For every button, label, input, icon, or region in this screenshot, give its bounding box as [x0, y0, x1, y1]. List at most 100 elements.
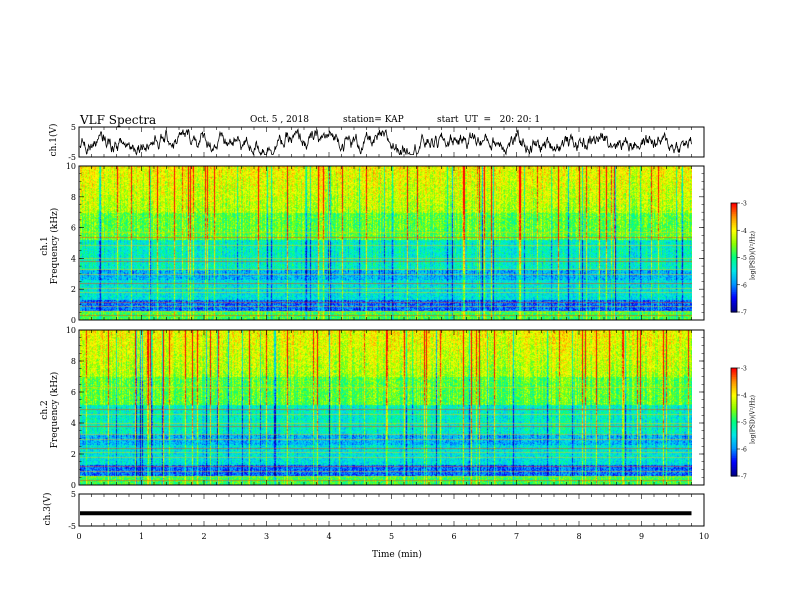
cb1-segment	[731, 279, 737, 282]
cb2-segment	[731, 384, 737, 387]
cb2-segment	[731, 461, 737, 464]
cb1-tick-label: -3	[741, 201, 747, 208]
cb1-segment	[731, 304, 737, 308]
cb1-segment	[731, 226, 737, 230]
ch3-ylabel: ch.3(V)	[43, 492, 53, 526]
cb2-segment	[731, 400, 737, 403]
cb1-segment	[731, 297, 737, 300]
cb1-segment	[731, 237, 737, 240]
cb1-segment	[731, 239, 737, 242]
cb2-segment	[731, 441, 737, 445]
cb1-segment	[731, 310, 737, 313]
cb1-segment	[731, 308, 737, 311]
cb2-segment	[731, 472, 737, 475]
date-label: Oct. 5 , 2018	[250, 115, 309, 125]
y-tick-label: 4	[71, 254, 76, 263]
cb2-segment	[731, 418, 737, 421]
cb2-segment	[731, 371, 737, 374]
cb1-segment	[731, 228, 737, 231]
cb2-tick-label: -4	[741, 393, 747, 400]
cb1-segment	[731, 259, 737, 262]
cb2-segment	[731, 423, 737, 427]
cb1-segment	[731, 257, 737, 260]
cb1-segment	[731, 281, 737, 284]
cb1-segment	[731, 222, 737, 226]
cb1-segment	[731, 206, 737, 210]
x-tick-label: 8	[576, 532, 581, 541]
cb1-segment	[731, 255, 737, 259]
cb2-segment	[731, 432, 737, 436]
cb1-segment	[731, 203, 737, 206]
cb2-segment	[731, 449, 737, 452]
cb2-tick-label: -7	[741, 474, 747, 481]
cb1-segment	[731, 284, 737, 288]
cb2-segment	[731, 456, 737, 459]
cb2-segment	[731, 465, 737, 468]
cb2-segment	[731, 414, 737, 418]
cb2-segment	[731, 393, 737, 396]
cb2-segment	[731, 425, 737, 428]
cb2-segment	[731, 396, 737, 400]
cb2-segment	[731, 404, 737, 407]
y-tick-label: -5	[68, 153, 76, 162]
cb2-segment	[731, 375, 737, 378]
cb1-segment	[731, 299, 737, 302]
cb1-segment	[731, 224, 737, 228]
y-tick-label: 10	[66, 162, 76, 171]
cb2-segment	[731, 436, 737, 439]
ch2-spectrogram	[80, 330, 692, 485]
cb2-segment	[731, 420, 737, 423]
cb1-segment	[731, 286, 737, 289]
cb1-segment	[731, 261, 737, 264]
cb2-segment	[731, 443, 737, 446]
cb2-segment	[731, 409, 737, 412]
cb1-segment	[731, 290, 737, 293]
cb2-segment	[731, 463, 737, 466]
y-tick-label: 6	[71, 388, 76, 397]
cb1-segment	[731, 248, 737, 251]
x-tick-label: 7	[514, 532, 519, 541]
cb2-tick-label: -6	[741, 447, 747, 454]
cb2-segment	[731, 416, 737, 419]
cb1-segment	[731, 210, 737, 213]
g-spec1-image	[80, 166, 692, 320]
cb2-segment	[731, 407, 737, 410]
x-tick-label: 9	[639, 532, 644, 541]
cb2-tick-label: -5	[741, 420, 747, 427]
cb1-segment	[731, 268, 737, 271]
cb1-segment	[731, 264, 737, 268]
cb1-tick-label: -6	[741, 282, 747, 289]
cb2-segment	[731, 368, 737, 371]
x-tick-label: 2	[201, 532, 206, 541]
x-tick-label: 1	[139, 532, 144, 541]
cb2-segment	[731, 458, 737, 461]
cb1-segment	[731, 253, 737, 257]
start-time-label: start UT = 20: 20: 1	[437, 115, 541, 125]
ch1-waveform-line	[79, 128, 692, 156]
x-tick-label: 0	[76, 532, 81, 541]
y-tick-label: 8	[71, 357, 76, 366]
cb2-segment	[731, 411, 737, 414]
y-tick-label: 5	[71, 123, 76, 132]
y-tick-label: 0	[71, 481, 76, 490]
cb2-segment	[731, 429, 737, 432]
ch1-colorbar: -3 -4 -5 -6 -7	[730, 201, 747, 317]
cb2-segment	[731, 377, 737, 380]
ch1-freq-ylabel: ch.1 Frequency (kHz)	[40, 207, 60, 285]
ch2-colorbar: -3 -4 -5 -6 -7	[730, 366, 747, 481]
chart-title: VLF Spectra	[80, 113, 157, 127]
cb1-segment	[731, 230, 737, 233]
cb2-segment	[731, 440, 737, 443]
cb2-segment	[731, 387, 737, 391]
cb1-segment	[731, 215, 737, 219]
cb2-segment	[731, 434, 737, 437]
cb2-segment	[731, 427, 737, 430]
ch1-waveform	[79, 128, 692, 156]
cb2-segment	[731, 395, 737, 398]
cb1-segment	[731, 295, 737, 299]
x-tick-label: 4	[326, 532, 331, 541]
y-tick-label: 2	[71, 285, 76, 294]
cb1-segment	[731, 217, 737, 220]
